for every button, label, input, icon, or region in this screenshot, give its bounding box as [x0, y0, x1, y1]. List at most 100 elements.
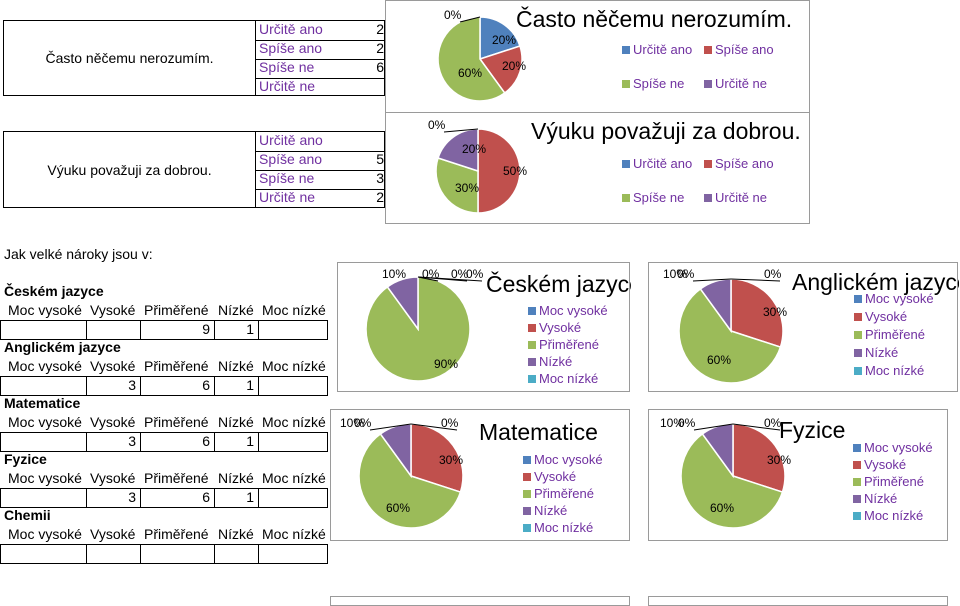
slice-label: 60%: [710, 501, 734, 515]
slice-label: 60%: [458, 66, 482, 80]
legend-label: Moc vysoké: [539, 303, 608, 318]
slice-label: 0%: [441, 416, 459, 430]
row-divider: [0, 507, 328, 508]
scale-header: Vysoké: [90, 358, 136, 374]
slice-label: 50%: [503, 164, 527, 178]
legend-item: Spíše ne: [622, 76, 684, 91]
legend-label: Nízké: [534, 503, 567, 518]
cell-divider: [255, 132, 256, 207]
chart-box-fyzika: 0% 30% 60% 10% 0% Fyzice Moc vysoké Vysoké Přimě…: [648, 409, 948, 541]
scale-header: Přiměřené: [144, 526, 209, 542]
scale-header: Moc vysoké: [8, 414, 82, 430]
legend-label: Spíše ano: [715, 42, 774, 57]
scale-header: Přiměřené: [144, 302, 209, 318]
legend-label: Určitě ano: [633, 42, 692, 57]
legend-item: Moc nízké: [854, 363, 924, 378]
pie-slice-2: [478, 45, 523, 95]
legend-label: Moc nízké: [864, 508, 923, 523]
option-count: 2: [376, 40, 384, 56]
chart-title: Fyzice: [779, 417, 845, 443]
slice-label: 0%: [422, 267, 440, 281]
legend-label: Přiměřené: [864, 474, 924, 489]
slice-label: 30%: [439, 453, 463, 467]
scale-header: Přiměřené: [144, 470, 209, 486]
legend-label: Přiměřené: [534, 486, 594, 501]
leader-line: [443, 128, 479, 133]
legend-swatch: [528, 307, 536, 315]
row-divider: [255, 189, 386, 190]
subject-count: 3: [128, 489, 136, 505]
leader-line: [692, 278, 732, 282]
scale-header: Moc vysoké: [8, 302, 82, 318]
legend-label: Moc vysoké: [865, 291, 934, 306]
legend-swatch: [853, 495, 861, 503]
legend-item: Určitě ano: [622, 156, 692, 171]
legend-item: Přiměřené: [523, 486, 594, 501]
leader-line: [732, 423, 781, 431]
cell-divider: [86, 544, 87, 563]
cell-divider: [140, 320, 141, 339]
chart-title: Matematice: [479, 419, 598, 445]
legend-label: Moc nízké: [539, 371, 598, 386]
legend-label: Určitě ne: [715, 76, 767, 91]
slice-label: 30%: [767, 453, 791, 467]
subject-name: Fyzice: [4, 451, 47, 467]
legend-swatch: [523, 490, 531, 498]
legend-item: Určitě ano: [622, 42, 692, 57]
slice-label: 10%: [340, 416, 364, 430]
cell-divider: [258, 488, 259, 507]
slice-label: 0%: [764, 267, 782, 281]
legend-item: Moc vysoké: [854, 291, 934, 306]
legend-swatch: [853, 444, 861, 452]
row-divider: [0, 320, 328, 321]
cell-divider: [0, 488, 1, 507]
subject-name: Anglickém jazyce: [4, 339, 121, 355]
cell-divider: [327, 488, 328, 507]
legend-item: Moc vysoké: [528, 303, 608, 318]
legend-label: Vysoké: [864, 457, 906, 472]
scale-header: Vysoké: [90, 302, 136, 318]
legend-item: Vysoké: [853, 457, 906, 472]
legend-label: Vysoké: [865, 309, 907, 324]
subject-count: 6: [202, 377, 210, 393]
legend-item: Moc nízké: [853, 508, 923, 523]
chart-box-partial-left: [330, 596, 630, 606]
legend-item: Nízké: [853, 491, 897, 506]
pie-slice-3: [678, 287, 782, 384]
legend-label: Nízké: [865, 345, 898, 360]
cell-divider: [258, 544, 259, 563]
scale-header: Moc nízké: [262, 414, 326, 430]
chart-box-partial-right: [648, 596, 948, 606]
scale-header: Nízké: [218, 358, 254, 374]
legend-label: Přiměřené: [865, 327, 925, 342]
legend-swatch: [704, 194, 712, 202]
legend-item: Přiměřené: [853, 474, 924, 489]
subject-count: 1: [246, 377, 254, 393]
legend-swatch: [854, 331, 862, 339]
leader-line: [693, 423, 734, 431]
legend-label: Nízké: [539, 354, 572, 369]
option-label: Spíše ano: [259, 40, 323, 56]
legend-label: Moc vysoké: [534, 452, 603, 467]
slice-label: 10%: [382, 267, 406, 281]
slice-label: 10%: [663, 267, 687, 281]
legend-swatch: [704, 46, 712, 54]
slice-label: 20%: [462, 142, 486, 156]
legend-item: Moc nízké: [528, 371, 598, 386]
slice-label: 0%: [677, 267, 695, 281]
cell-divider: [214, 432, 215, 451]
scale-header: Moc nízké: [262, 302, 326, 318]
legend-label: Moc vysoké: [864, 440, 933, 455]
row-divider: [255, 151, 386, 152]
row-divider: [255, 170, 386, 171]
subject-name: Českém jazyce: [4, 283, 104, 299]
question-table: Výuku považuji za dobrou. Určitě ano Spíše…: [3, 131, 386, 208]
cell-divider: [214, 376, 215, 395]
row-divider: [255, 40, 386, 41]
subject-name: Matematice: [4, 395, 81, 411]
pie-chart-nerozumim: 20% 20% 60% 0% Často něčemu nerozumím. Určitě…: [437, 5, 792, 102]
slice-label: 10%: [660, 416, 684, 430]
legend-swatch: [853, 461, 861, 469]
